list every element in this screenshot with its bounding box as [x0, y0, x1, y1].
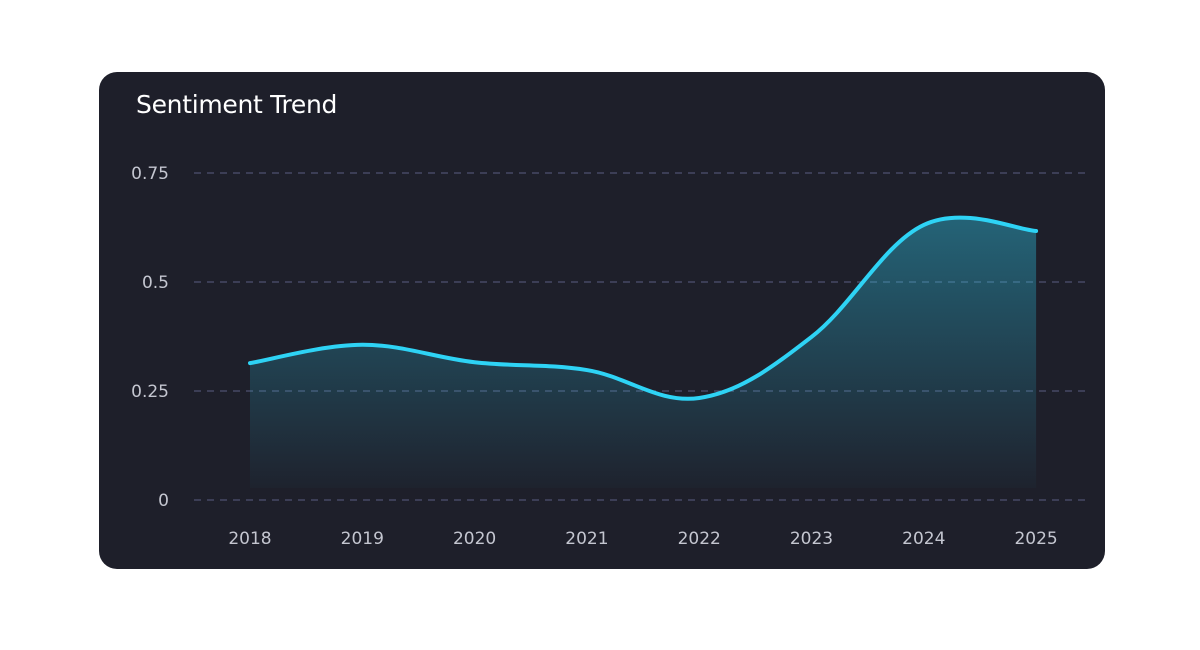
y-tick-label: 0.75 — [131, 164, 169, 184]
chart-title: Sentiment Trend — [136, 90, 338, 119]
x-tick-label: 2024 — [902, 529, 945, 549]
x-tick-label: 2023 — [790, 529, 833, 549]
x-tick-label: 2018 — [228, 529, 271, 549]
y-tick-label: 0.5 — [142, 273, 169, 293]
y-tick-label: 0 — [158, 491, 169, 511]
area-fill — [250, 217, 1037, 489]
y-tick-label: 0.25 — [131, 382, 169, 402]
x-tick-label: 2019 — [341, 529, 384, 549]
x-tick-label: 2022 — [678, 529, 721, 549]
sentiment-chart: 0 0.25 0.5 0.75 2018 2019 2020 2021 2022 2023 202… — [131, 164, 1089, 549]
chart-card: Sentiment Trend 0 0.25 0.5 0.75 2018 2019 202… — [99, 72, 1105, 569]
x-tick-label: 2020 — [453, 529, 496, 549]
series-line — [248, 215, 1039, 401]
x-tick-label: 2021 — [565, 529, 608, 549]
x-tick-label: 2025 — [1014, 529, 1057, 549]
